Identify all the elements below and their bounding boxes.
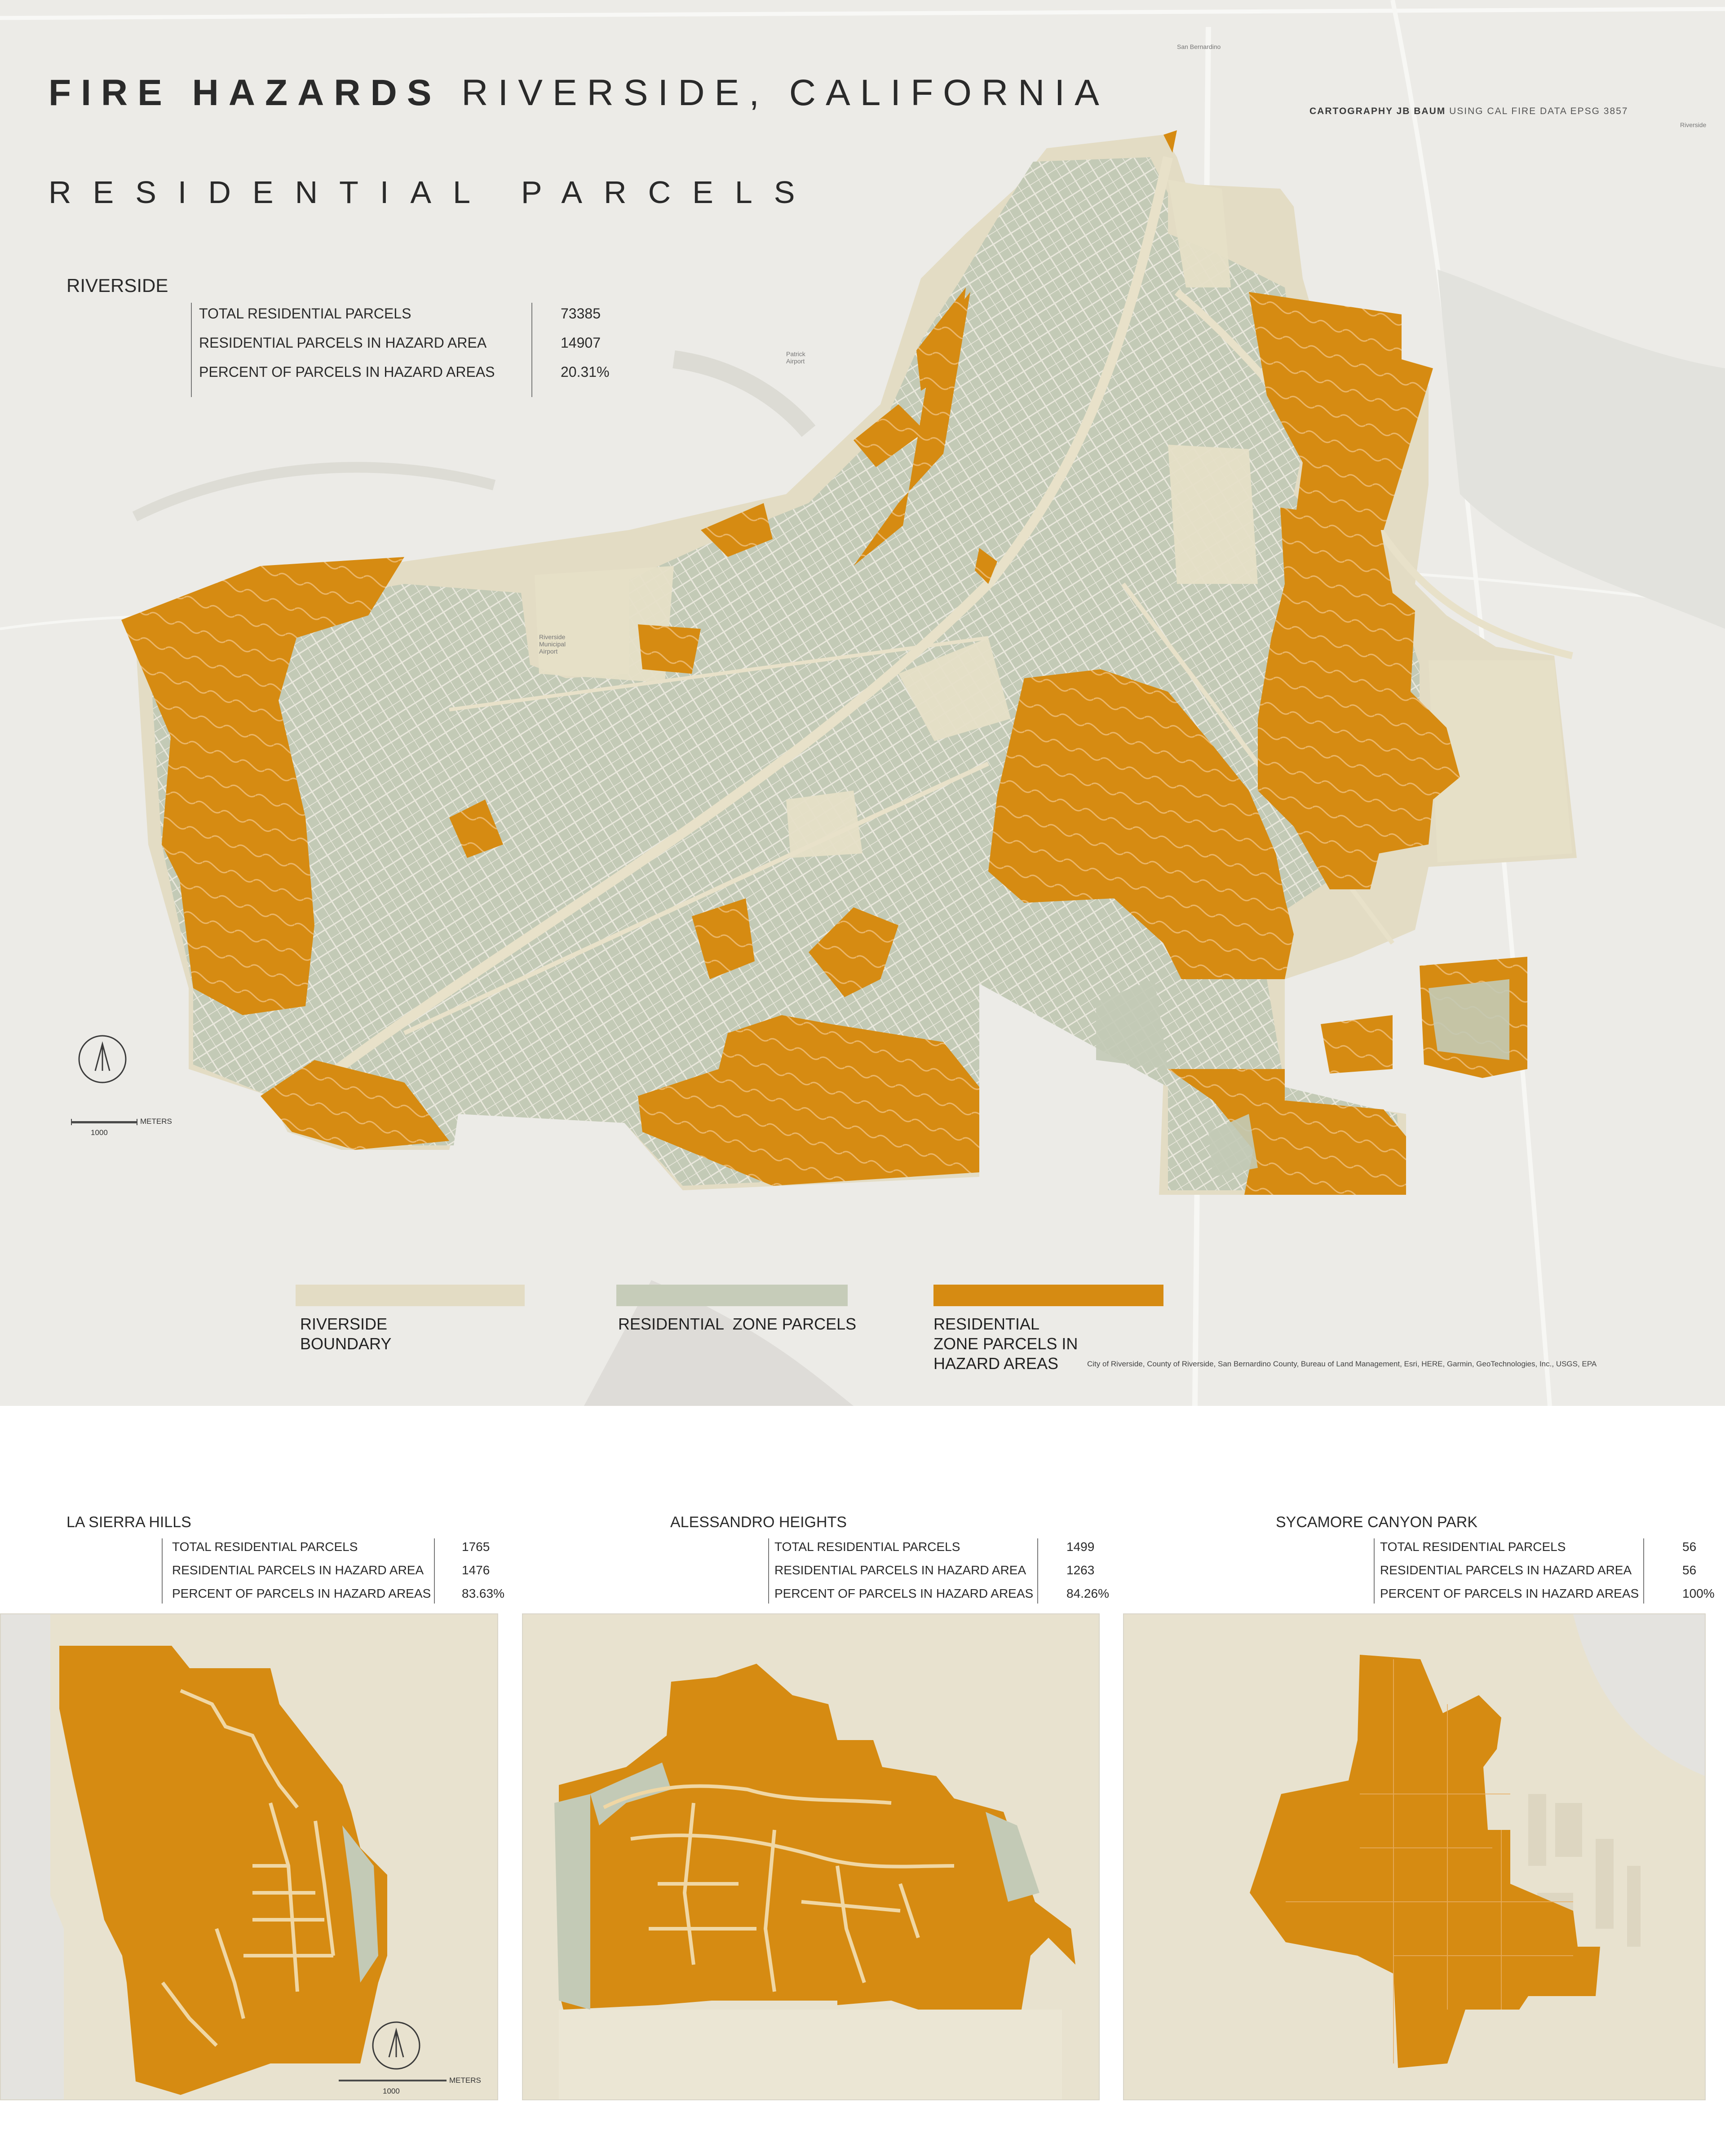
inset-title: SYCAMORE CANYON PARK — [1276, 1514, 1478, 1531]
legend-label-boundary: RIVERSIDE BOUNDARY — [300, 1315, 392, 1353]
stats-divider-left — [1374, 1538, 1375, 1604]
stats-divider-right — [1643, 1538, 1644, 1604]
stats-row-value: 1263 — [1066, 1563, 1095, 1577]
inset-canvas — [554, 1664, 1075, 2099]
non-residential-areas — [535, 180, 1572, 862]
stats-divider-right — [434, 1538, 435, 1604]
stats-row-label: RESIDENTIAL PARCELS IN HAZARD AREA — [1380, 1563, 1632, 1577]
title-bold: FIRE HAZARDS — [49, 72, 442, 113]
attribution: City of Riverside, County of Riverside, … — [1087, 1360, 1597, 1368]
stats-divider-right — [1037, 1538, 1038, 1604]
residential-within-hazard-mix — [1096, 979, 1509, 1177]
stats-row-value: 73385 — [561, 305, 601, 322]
stats-title: RIVERSIDE — [66, 275, 168, 296]
legend-swatch-hazard — [933, 1285, 1163, 1306]
residential-zone-parcels — [148, 157, 1420, 1190]
map-label: San Bernardino — [1177, 43, 1221, 50]
scale-unit: METERS — [140, 1117, 172, 1126]
stats-row-label: PERCENT OF PARCELS IN HAZARD AREAS — [1380, 1586, 1639, 1600]
north-arrow — [78, 1035, 127, 1083]
scale-unit: METERS — [449, 2076, 481, 2085]
scale-bar — [71, 1119, 137, 1125]
stats-divider-right — [531, 303, 532, 397]
stats-row-label: PERCENT OF PARCELS IN HAZARD AREAS — [172, 1586, 431, 1600]
credit-bold: CARTOGRAPHY JB BAUM — [1309, 106, 1446, 116]
legend-swatch-boundary — [296, 1285, 525, 1306]
stats-row-label: TOTAL RESIDENTIAL PARCELS — [199, 305, 411, 322]
inset-stats-sycamore: SYCAMORE CANYON PARK TOTAL RESIDENTIAL P… — [1276, 1514, 1725, 1604]
stats-row-value: 20.31% — [561, 364, 610, 380]
stats-row-label: TOTAL RESIDENTIAL PARCELS — [1380, 1540, 1566, 1554]
scale-value: 1000 — [383, 2087, 400, 2095]
stats-row-value: 100% — [1682, 1586, 1715, 1600]
stats-row-label: PERCENT OF PARCELS IN HAZARD AREAS — [199, 364, 495, 380]
page-subtitle: RESIDENTIAL PARCELS — [49, 175, 817, 210]
legend-label-residential: RESIDENTIAL ZONE PARCELS — [618, 1315, 857, 1333]
main-map[interactable]: FIRE HAZARDS RIVERSIDE, CALIFORNIA RESID… — [0, 0, 1725, 1406]
inset-title: ALESSANDRO HEIGHTS — [670, 1514, 847, 1531]
inset-canvas — [1250, 1614, 1705, 2068]
stats-row-value: 1765 — [462, 1540, 490, 1554]
stats-divider-left — [768, 1538, 769, 1604]
stats-row-value: 56 — [1682, 1540, 1697, 1554]
stats-row-value: 83.63% — [462, 1586, 504, 1600]
map-label: Riverside — [1680, 121, 1707, 128]
title-light: RIVERSIDE, CALIFORNIA — [461, 72, 1109, 113]
riverside-stats: RIVERSIDE TOTAL RESIDENTIAL PARCELS RESI… — [66, 275, 610, 397]
map-label: Patrick Airport — [786, 350, 805, 365]
inset-stats-alessandro: ALESSANDRO HEIGHTS TOTAL RESIDENTIAL PAR… — [670, 1514, 1119, 1604]
main-map-canvas — [0, 0, 1725, 1406]
legend-label-hazard: RESIDENTIAL ZONE PARCELS IN HAZARD AREAS — [933, 1315, 1078, 1373]
stats-row-value: 84.26% — [1066, 1586, 1109, 1600]
stats-row-label: RESIDENTIAL PARCELS IN HAZARD AREA — [172, 1563, 424, 1577]
credit-rest: USING CAL FIRE DATA EPSG 3857 — [1449, 106, 1628, 116]
inset-stats-la-sierra: LA SIERRA HILLS TOTAL RESIDENTIAL PARCEL… — [66, 1514, 516, 1604]
inset-title: LA SIERRA HILLS — [66, 1514, 191, 1531]
stats-row-value: 1476 — [462, 1563, 490, 1577]
stats-row-value: 14907 — [561, 335, 601, 351]
inset-map-alessandro[interactable] — [522, 1613, 1100, 2100]
stats-row-label: RESIDENTIAL PARCELS IN HAZARD AREA — [199, 335, 487, 351]
page-title: FIRE HAZARDS RIVERSIDE, CALIFORNIA — [49, 72, 1109, 114]
stats-row-label: TOTAL RESIDENTIAL PARCELS — [774, 1540, 960, 1554]
inset-map-la-sierra[interactable]: METERS 1000 — [0, 1613, 498, 2100]
stats-row-value: 1499 — [1066, 1540, 1095, 1554]
stats-row-label: RESIDENTIAL PARCELS IN HAZARD AREA — [774, 1563, 1026, 1577]
inset-canvas — [1, 1614, 447, 2099]
stats-row-label: TOTAL RESIDENTIAL PARCELS — [172, 1540, 358, 1554]
stats-row-label: PERCENT OF PARCELS IN HAZARD AREAS — [774, 1586, 1034, 1600]
credit-line: CARTOGRAPHY JB BAUM USING CAL FIRE DATA … — [1309, 106, 1628, 117]
legend-swatch-residential — [616, 1285, 848, 1306]
inset-map-sycamore[interactable] — [1123, 1613, 1706, 2100]
north-arrow — [372, 2021, 420, 2070]
stats-row-value: 56 — [1682, 1563, 1697, 1577]
scale-value: 1000 — [91, 1128, 108, 1137]
stats-divider-left — [162, 1538, 163, 1604]
map-label: Riverside Municipal Airport — [539, 633, 566, 655]
stats-divider-left — [191, 303, 192, 397]
